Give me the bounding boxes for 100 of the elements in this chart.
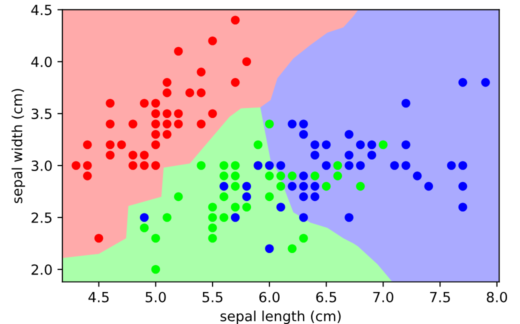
- point: [208, 213, 217, 222]
- point: [447, 161, 456, 170]
- x-tick-label: 6.0: [259, 292, 280, 302]
- point: [151, 130, 160, 139]
- point: [288, 244, 297, 254]
- point: [265, 161, 274, 170]
- point: [242, 202, 252, 212]
- point: [151, 161, 160, 170]
- point: [208, 202, 217, 212]
- x-tick-label: 5.5: [202, 292, 222, 302]
- point: [117, 140, 126, 150]
- point: [288, 172, 297, 180]
- y-tick-label: 2.0: [32, 264, 52, 275]
- point: [265, 120, 274, 128]
- point: [299, 192, 308, 202]
- point: [276, 161, 286, 170]
- point: [276, 182, 286, 191]
- point: [458, 182, 468, 191]
- point: [83, 161, 92, 170]
- point: [83, 172, 92, 180]
- point: [402, 161, 410, 170]
- point: [220, 161, 228, 170]
- point: [220, 182, 228, 191]
- point: [83, 140, 92, 150]
- point: [412, 172, 422, 180]
- y-tick-label: 2.5: [32, 212, 52, 223]
- point: [344, 130, 354, 139]
- x-tick-label: 7.0: [373, 292, 394, 302]
- point: [140, 161, 149, 170]
- point: [106, 150, 115, 160]
- point: [151, 265, 160, 274]
- point: [299, 182, 308, 191]
- point: [310, 172, 320, 180]
- point: [230, 213, 240, 222]
- point: [356, 161, 365, 170]
- point: [185, 88, 194, 98]
- point: [208, 234, 217, 243]
- point: [424, 182, 434, 191]
- x-tick-label: 7.5: [430, 292, 450, 302]
- point: [162, 213, 172, 222]
- point: [162, 88, 172, 98]
- point: [402, 98, 410, 108]
- point: [367, 150, 376, 160]
- point: [458, 78, 468, 87]
- point: [265, 172, 274, 180]
- point: [230, 172, 240, 180]
- point: [265, 244, 274, 254]
- point: [299, 130, 308, 139]
- point: [151, 140, 160, 150]
- point: [230, 16, 240, 24]
- point: [242, 192, 252, 202]
- point: [208, 223, 217, 232]
- point: [322, 140, 331, 150]
- point: [128, 120, 138, 128]
- y-tick-label: 4.5: [31, 4, 52, 16]
- point: [402, 140, 410, 150]
- point: [162, 78, 172, 87]
- point: [72, 161, 80, 170]
- point: [230, 202, 240, 212]
- point: [254, 161, 262, 170]
- point: [230, 78, 240, 87]
- point: [344, 150, 354, 160]
- x-tick-label: 5.0: [146, 292, 166, 302]
- point: [310, 140, 320, 150]
- point: [288, 182, 297, 191]
- point: [174, 120, 183, 128]
- point: [310, 150, 320, 160]
- point: [322, 182, 331, 191]
- point: [230, 161, 240, 170]
- point: [140, 213, 149, 222]
- point: [310, 182, 320, 191]
- point: [356, 140, 365, 150]
- point: [140, 98, 149, 108]
- point: [276, 202, 286, 212]
- point: [140, 223, 149, 232]
- x-tick-label: 8.0: [486, 292, 508, 302]
- point: [106, 98, 115, 108]
- point: [322, 161, 331, 170]
- point: [299, 172, 308, 180]
- point: [162, 120, 172, 128]
- point: [254, 140, 262, 150]
- point: [333, 172, 342, 180]
- y-tick-label: 4.0: [31, 56, 52, 68]
- point: [196, 88, 206, 98]
- point: [333, 161, 342, 170]
- point: [174, 109, 183, 118]
- point: [196, 120, 206, 128]
- point: [151, 120, 160, 128]
- point: [208, 36, 217, 46]
- point: [458, 202, 468, 212]
- point: [220, 172, 228, 180]
- point: [106, 120, 115, 128]
- point: [196, 161, 206, 170]
- x-tick-label: 6.5: [316, 292, 336, 302]
- y-tick-label: 3.5: [32, 108, 52, 120]
- point: [162, 109, 172, 118]
- point: [94, 234, 104, 243]
- point: [356, 182, 365, 191]
- point: [128, 150, 138, 160]
- y-axis-title: sepal width (cm): [12, 88, 26, 204]
